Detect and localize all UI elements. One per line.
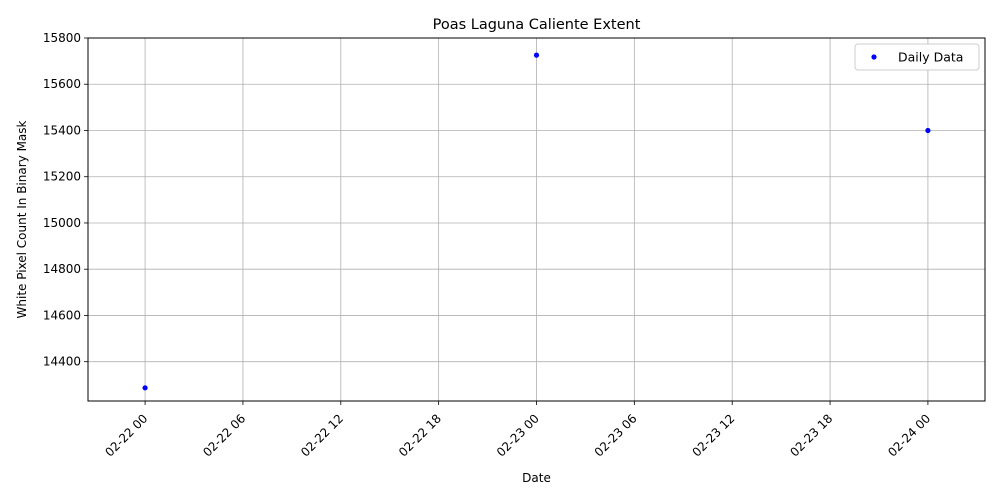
data-point <box>142 385 148 391</box>
chart-title: Poas Laguna Caliente Extent <box>433 17 641 33</box>
legend-box <box>854 43 980 71</box>
y-tick-label: 15200 <box>43 170 81 184</box>
data-points <box>142 52 931 391</box>
y-tick-label: 14600 <box>43 308 81 322</box>
x-axis-label: Date <box>522 471 551 485</box>
y-tick-label: 15600 <box>43 77 81 91</box>
y-tick-label: 15000 <box>43 216 81 230</box>
y-axis-label: White Pixel Count In Binary Mask <box>15 120 29 318</box>
y-tick-label: 14800 <box>43 262 81 276</box>
y-tick-label: 15800 <box>43 31 81 45</box>
y-tick-label: 14400 <box>43 355 81 369</box>
data-point <box>925 127 931 134</box>
legend-marker <box>871 54 877 60</box>
legend: Daily Data <box>854 43 980 71</box>
legend-label: Daily Data <box>898 50 963 65</box>
data-point <box>533 52 540 58</box>
y-axis: 14400 14600 14800 15000 15200 15400 15600 15800 <box>43 31 88 369</box>
y-tick-label: 15400 <box>43 123 81 137</box>
